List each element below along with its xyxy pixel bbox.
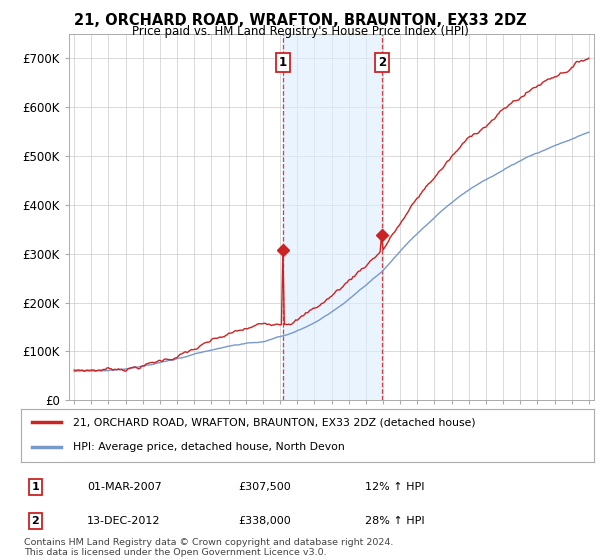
Text: £338,000: £338,000 xyxy=(239,516,292,526)
Text: 28% ↑ HPI: 28% ↑ HPI xyxy=(365,516,424,526)
Text: Contains HM Land Registry data © Crown copyright and database right 2024.
This d: Contains HM Land Registry data © Crown c… xyxy=(24,538,394,557)
Text: HPI: Average price, detached house, North Devon: HPI: Average price, detached house, Nort… xyxy=(73,442,344,452)
Text: 12% ↑ HPI: 12% ↑ HPI xyxy=(365,482,424,492)
Text: 1: 1 xyxy=(279,57,287,69)
Text: 01-MAR-2007: 01-MAR-2007 xyxy=(87,482,161,492)
Bar xyxy=(283,34,382,400)
Text: £307,500: £307,500 xyxy=(239,482,292,492)
Text: Price paid vs. HM Land Registry's House Price Index (HPI): Price paid vs. HM Land Registry's House … xyxy=(131,25,469,38)
Text: 1: 1 xyxy=(31,482,39,492)
Text: 2: 2 xyxy=(31,516,39,526)
Text: 2: 2 xyxy=(378,57,386,69)
Text: 13-DEC-2012: 13-DEC-2012 xyxy=(87,516,160,526)
Text: 21, ORCHARD ROAD, WRAFTON, BRAUNTON, EX33 2DZ: 21, ORCHARD ROAD, WRAFTON, BRAUNTON, EX3… xyxy=(74,13,526,29)
Text: 21, ORCHARD ROAD, WRAFTON, BRAUNTON, EX33 2DZ (detached house): 21, ORCHARD ROAD, WRAFTON, BRAUNTON, EX3… xyxy=(73,417,475,427)
